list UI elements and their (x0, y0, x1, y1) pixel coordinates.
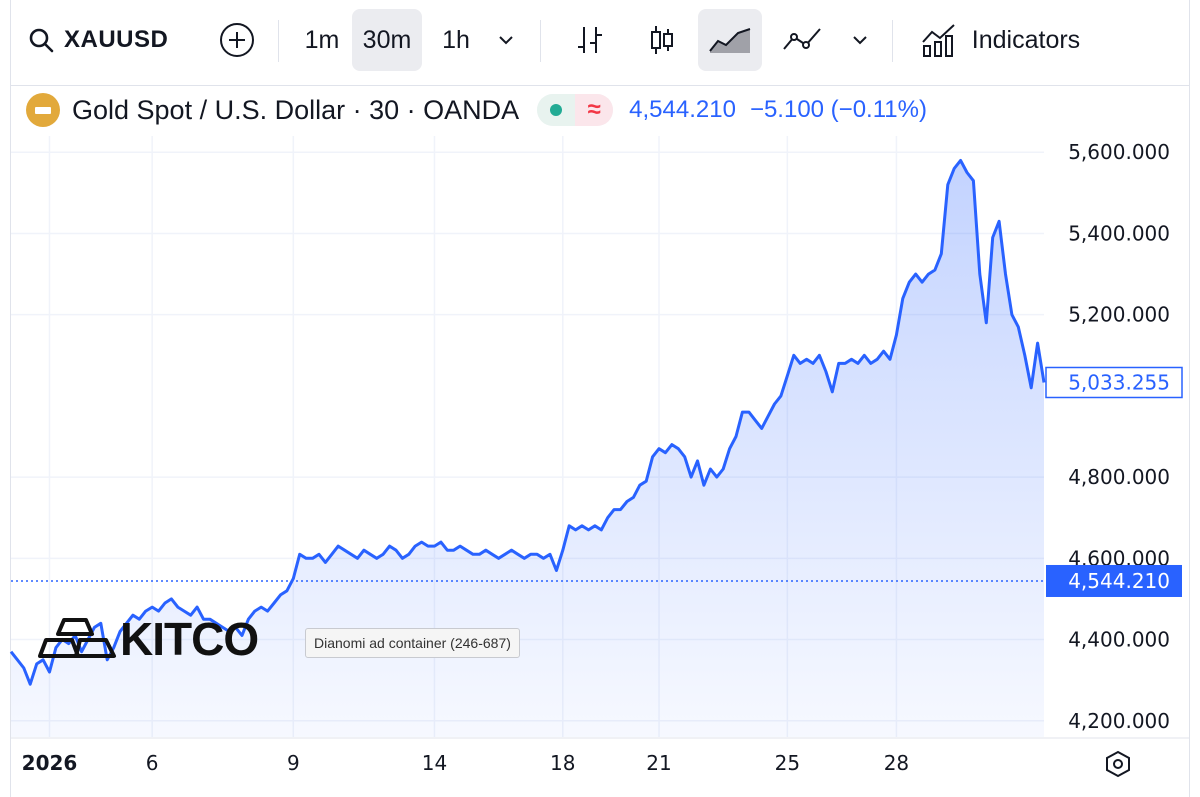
bar-chart-button[interactable] (558, 9, 622, 71)
indicators-button[interactable]: Indicators (904, 9, 1096, 71)
market-status-pill[interactable]: ≈ (537, 94, 614, 126)
settings-hexagon-icon (1106, 750, 1130, 778)
kitco-logo: KITCO (38, 613, 259, 665)
interval-1m[interactable]: 1m (304, 25, 340, 54)
chevron-down-icon (853, 36, 867, 45)
axis-price-labels: 4,544.210 5,033.255 (1045, 366, 1183, 597)
interval-dropdown[interactable] (486, 9, 526, 71)
x-tick-label: 28 (884, 751, 909, 775)
ad-container-tooltip: Dianomi ad container (246-687) (305, 628, 520, 658)
last-value-label-bg (1045, 366, 1183, 399)
symbol-label: XAUUSD (64, 26, 169, 53)
kitco-bars-icon (38, 618, 116, 658)
legend-title[interactable]: Gold Spot / U.S. Dollar · 30 · OANDA (72, 94, 520, 125)
chart-legend: Gold Spot / U.S. Dollar · 30 · OANDA ≈ 4… (26, 90, 927, 130)
y-tick-label: 4,200.000 (1068, 709, 1170, 733)
legend-change: −5.100 (−0.11%) (749, 96, 927, 123)
chart-type-dropdown[interactable] (840, 9, 880, 71)
x-tick-label: 21 (646, 751, 671, 775)
y-axis: 5,600.0005,400.0005,200.0004,800.0004,60… (1068, 140, 1170, 733)
y-tick-label: 4,400.000 (1068, 628, 1170, 652)
x-tick-label: 9 (287, 751, 300, 775)
indicators-label: Indicators (971, 25, 1081, 54)
line-chart-button[interactable] (770, 9, 834, 71)
gold-coin-icon (26, 93, 60, 127)
area-chart-icon (709, 28, 751, 53)
market-open-dot-icon (537, 94, 576, 126)
y-tick-label: 5,600.000 (1068, 140, 1170, 164)
interval-1h[interactable]: 1h (442, 25, 470, 54)
x-tick-label: 2026 (22, 751, 78, 775)
x-tick-label: 25 (775, 751, 800, 775)
top-toolbar: XAUUSD 1m 30m 1h (10, 0, 1190, 86)
y-tick-label: 5,200.000 (1068, 303, 1170, 327)
bar-chart-icon (578, 27, 602, 53)
kitco-wordmark: KITCO (120, 613, 259, 665)
toolbar-divider (278, 20, 279, 62)
legend-price: 4,544.210 (629, 96, 736, 123)
x-tick-label: 18 (550, 751, 575, 775)
series-line (9, 158, 1046, 686)
symbol-search[interactable]: XAUUSD (28, 9, 188, 71)
delayed-data-icon: ≈ (575, 94, 614, 126)
plus-circle-icon (220, 23, 254, 57)
y-tick-label: 5,400.000 (1068, 221, 1170, 245)
candle-chart-button[interactable] (630, 9, 694, 71)
area-chart-button[interactable] (698, 9, 762, 71)
price-line-label: 4,544.210 (1068, 569, 1170, 593)
last-value-label: 5,033.255 (1068, 370, 1170, 394)
interval-30m[interactable]: 30m (352, 9, 422, 71)
chart-settings-button[interactable] (1100, 746, 1136, 782)
price-line-label-bg (1046, 564, 1182, 597)
chevron-down-icon (499, 36, 513, 45)
compare-button[interactable] (206, 9, 268, 71)
search-icon (29, 28, 54, 53)
series-area-fill (11, 160, 1044, 737)
x-tick-label: 6 (146, 751, 159, 775)
toolbar-divider (540, 20, 541, 62)
indicators-icon (922, 24, 955, 57)
chart-frame (10, 0, 1190, 797)
candle-chart-icon (651, 26, 673, 54)
x-tick-label: 14 (422, 751, 447, 775)
y-tick-label: 4,800.000 (1068, 465, 1170, 489)
x-axis: 2026 6 9 14 18 21 25 28 (11, 737, 1190, 775)
toolbar-divider (892, 20, 893, 62)
line-chart-icon (783, 28, 821, 50)
